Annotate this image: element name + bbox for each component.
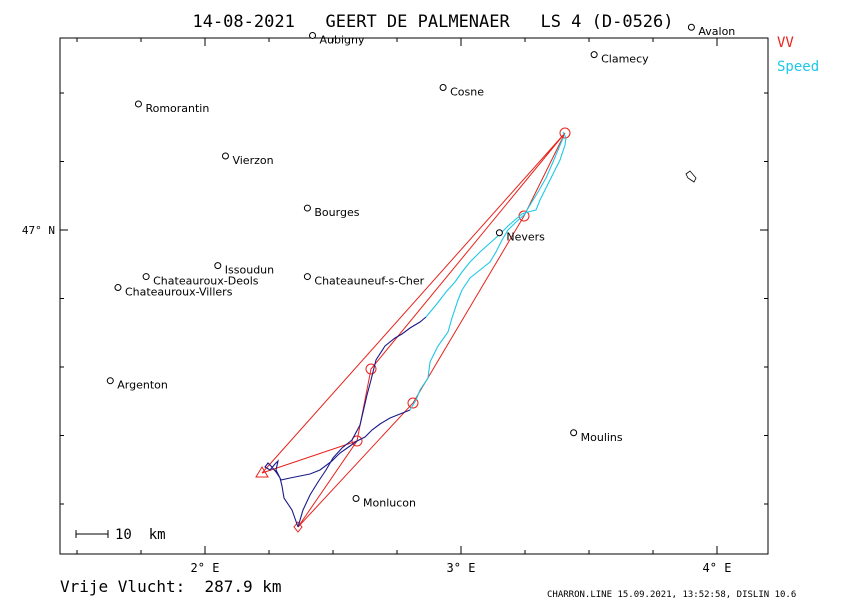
track-segment-cyan [425, 131, 567, 318]
town-marker: Moulins [570, 429, 623, 444]
town-label: Avalon [698, 25, 735, 38]
town-marker: Chateauroux-Villers [114, 284, 233, 299]
turnpoint-marker [407, 397, 419, 409]
town-dot [114, 284, 122, 292]
town-dot [142, 273, 150, 281]
legend-vv-label: VV [777, 35, 794, 51]
track-segment-navy [297, 316, 427, 528]
town-marker: Bourges [303, 204, 360, 219]
town-dot [439, 84, 447, 92]
task-closing-leg [261, 440, 358, 474]
x-tick-label: 2° E [191, 561, 220, 575]
town-dot [303, 273, 311, 281]
map-title: 14-08-2021 GEERT DE PALMENAER LS 4 (D-05… [192, 12, 673, 32]
town-dot [303, 204, 311, 212]
legend-speed-label: Speed [777, 59, 819, 75]
town-marker: Chateauneuf-s-Cher [303, 273, 425, 288]
software-credit: CHARRON.LINE 15.09.2021, 13:52:58, DISLI… [547, 590, 796, 600]
task-route-line [261, 132, 566, 528]
town-label: Vierzon [232, 154, 273, 167]
town-label: Monlucon [363, 497, 416, 510]
town-label: Cosne [450, 86, 484, 99]
scale-bar-label: 10 km [115, 527, 166, 543]
town-dot [106, 377, 114, 385]
town-dot [352, 495, 360, 503]
turnpoint-marker [559, 127, 571, 139]
map-frame [59, 37, 769, 555]
town-label: Romorantin [145, 102, 209, 115]
scale-bar: 10 km [75, 527, 166, 543]
town-dot [687, 23, 695, 31]
town-label: Chateauroux-Villers [125, 286, 233, 299]
x-axis-ticks: 2° E 3° E 4° E [76, 38, 732, 575]
y-axis-ticks: 47° N [22, 92, 768, 505]
town-dot [309, 31, 317, 39]
town-marker: Monlucon [352, 495, 416, 510]
free-flight-distance: Vrije Vlucht: 287.9 km [60, 577, 282, 596]
town-marker: Romorantin [134, 100, 209, 115]
track-segment-navy [264, 409, 411, 528]
town-marker: Cosne [439, 84, 484, 99]
town-dot [495, 229, 503, 237]
town-dot [214, 262, 222, 270]
town-marker: Vierzon [221, 152, 274, 167]
town-label: Bourges [314, 206, 359, 219]
x-tick-label: 4° E [703, 561, 732, 575]
town-label: Nevers [506, 231, 545, 244]
town-marker: Argenton [106, 377, 168, 392]
town-dot [221, 152, 229, 160]
town-marker: Clamecy [590, 51, 649, 66]
town-dot [134, 100, 142, 108]
town-marker: Chateauroux-Deols [142, 273, 259, 288]
town-label: Issoudun [225, 264, 274, 277]
finish-diamond-marker [293, 521, 303, 533]
town-marker: Nevers [495, 229, 545, 244]
town-label: Argenton [117, 379, 168, 392]
town-marker: Avalon [687, 23, 735, 38]
town-label: Chateauneuf-s-Cher [314, 275, 424, 288]
town-dot [590, 51, 598, 59]
turnpoint-marker [351, 435, 363, 447]
town-marker: Aubigny [309, 31, 365, 46]
town-label: Moulins [581, 431, 623, 444]
town-label: Clamecy [601, 53, 649, 66]
town-marker: Issoudun [214, 262, 274, 277]
task-polygon [255, 127, 571, 533]
start-triangle-marker [255, 466, 269, 478]
y-tick-label: 47° N [22, 224, 55, 237]
x-tick-label: 3° E [447, 561, 476, 575]
town-dot [570, 429, 578, 437]
turnpoint-marker [365, 363, 377, 375]
flight-track [264, 131, 567, 528]
lake-shape [685, 170, 697, 183]
track-segment-cyan [409, 137, 564, 411]
towns-layer: Avalon Aubigny Clamecy Cosne Romorantin Vierz… [106, 23, 735, 510]
town-label: Chateauroux-Deols [153, 275, 259, 288]
town-label: Aubigny [320, 33, 365, 46]
